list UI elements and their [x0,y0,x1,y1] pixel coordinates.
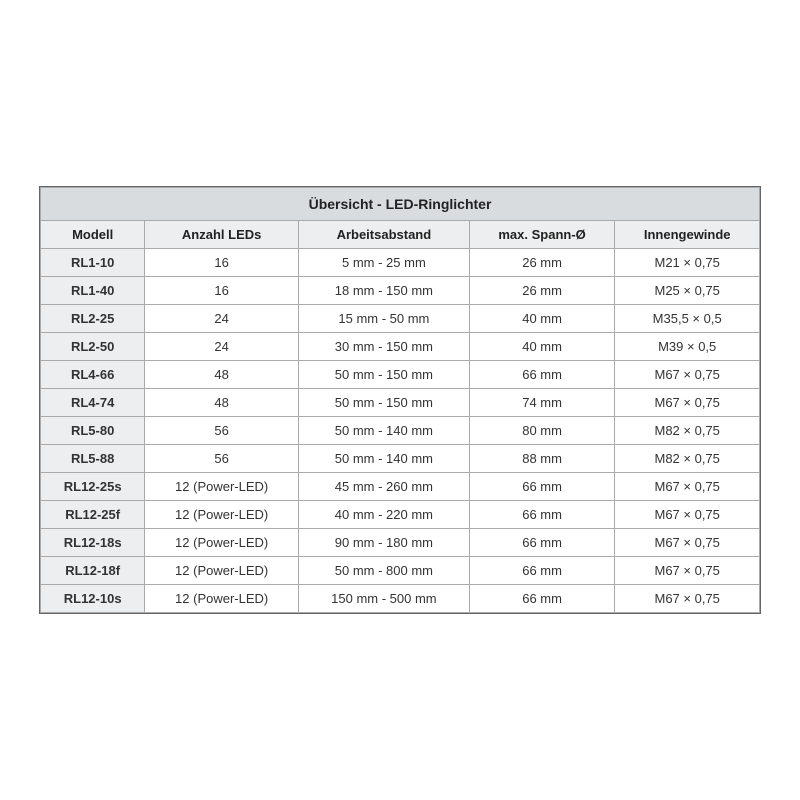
cell-thread: M35,5 × 0,5 [615,305,760,333]
cell-distance: 50 mm - 150 mm [298,389,469,417]
table-row: RL1-40 16 18 mm - 150 mm 26 mm M25 × 0,7… [41,277,760,305]
table-row: RL2-50 24 30 mm - 150 mm 40 mm M39 × 0,5 [41,333,760,361]
table-row: RL12-10s 12 (Power-LED) 150 mm - 500 mm … [41,585,760,613]
cell-distance: 90 mm - 180 mm [298,529,469,557]
cell-leds: 12 (Power-LED) [145,585,299,613]
cell-distance: 50 mm - 140 mm [298,445,469,473]
cell-thread: M67 × 0,75 [615,529,760,557]
cell-thread: M67 × 0,75 [615,585,760,613]
cell-leds: 16 [145,249,299,277]
cell-leds: 48 [145,361,299,389]
table-row: RL4-74 48 50 mm - 150 mm 74 mm M67 × 0,7… [41,389,760,417]
led-ringlights-table: Übersicht - LED-Ringlichter Modell Anzah… [39,186,761,614]
cell-diameter: 88 mm [469,445,615,473]
cell-thread: M25 × 0,75 [615,277,760,305]
cell-leds: 12 (Power-LED) [145,529,299,557]
col-anzahl-leds: Anzahl LEDs [145,221,299,249]
cell-diameter: 40 mm [469,305,615,333]
cell-diameter: 66 mm [469,529,615,557]
cell-distance: 15 mm - 50 mm [298,305,469,333]
cell-model: RL12-10s [41,585,145,613]
cell-model: RL1-40 [41,277,145,305]
cell-model: RL12-25s [41,473,145,501]
cell-diameter: 80 mm [469,417,615,445]
cell-model: RL4-66 [41,361,145,389]
cell-distance: 40 mm - 220 mm [298,501,469,529]
cell-diameter: 66 mm [469,361,615,389]
cell-thread: M67 × 0,75 [615,389,760,417]
cell-model: RL12-25f [41,501,145,529]
cell-model: RL12-18s [41,529,145,557]
cell-leds: 12 (Power-LED) [145,501,299,529]
cell-thread: M21 × 0,75 [615,249,760,277]
cell-leds: 12 (Power-LED) [145,473,299,501]
cell-thread: M67 × 0,75 [615,473,760,501]
table-row: RL1-10 16 5 mm - 25 mm 26 mm M21 × 0,75 [41,249,760,277]
cell-thread: M39 × 0,5 [615,333,760,361]
data-table: Übersicht - LED-Ringlichter Modell Anzah… [40,187,760,613]
table-header-row: Modell Anzahl LEDs Arbeitsabstand max. S… [41,221,760,249]
cell-model: RL2-25 [41,305,145,333]
cell-distance: 50 mm - 140 mm [298,417,469,445]
table-row: RL5-80 56 50 mm - 140 mm 80 mm M82 × 0,7… [41,417,760,445]
cell-diameter: 40 mm [469,333,615,361]
cell-leds: 12 (Power-LED) [145,557,299,585]
cell-distance: 45 mm - 260 mm [298,473,469,501]
table-row: RL2-25 24 15 mm - 50 mm 40 mm M35,5 × 0,… [41,305,760,333]
cell-diameter: 26 mm [469,249,615,277]
table-row: RL12-18s 12 (Power-LED) 90 mm - 180 mm 6… [41,529,760,557]
cell-model: RL5-80 [41,417,145,445]
cell-diameter: 66 mm [469,501,615,529]
cell-thread: M67 × 0,75 [615,557,760,585]
col-max-spann: max. Spann-Ø [469,221,615,249]
cell-model: RL12-18f [41,557,145,585]
cell-distance: 18 mm - 150 mm [298,277,469,305]
cell-thread: M82 × 0,75 [615,417,760,445]
cell-distance: 50 mm - 800 mm [298,557,469,585]
cell-distance: 150 mm - 500 mm [298,585,469,613]
cell-thread: M67 × 0,75 [615,361,760,389]
cell-distance: 50 mm - 150 mm [298,361,469,389]
cell-thread: M82 × 0,75 [615,445,760,473]
cell-diameter: 66 mm [469,585,615,613]
col-modell: Modell [41,221,145,249]
cell-leds: 24 [145,305,299,333]
table-row: RL12-25f 12 (Power-LED) 40 mm - 220 mm 6… [41,501,760,529]
cell-leds: 24 [145,333,299,361]
cell-diameter: 26 mm [469,277,615,305]
col-arbeitsabstand: Arbeitsabstand [298,221,469,249]
cell-thread: M67 × 0,75 [615,501,760,529]
cell-distance: 5 mm - 25 mm [298,249,469,277]
table-row: RL5-88 56 50 mm - 140 mm 88 mm M82 × 0,7… [41,445,760,473]
cell-leds: 56 [145,445,299,473]
cell-diameter: 66 mm [469,557,615,585]
cell-model: RL1-10 [41,249,145,277]
cell-model: RL5-88 [41,445,145,473]
col-innengewinde: Innengewinde [615,221,760,249]
table-title: Übersicht - LED-Ringlichter [41,188,760,221]
cell-diameter: 74 mm [469,389,615,417]
cell-model: RL4-74 [41,389,145,417]
table-body: RL1-10 16 5 mm - 25 mm 26 mm M21 × 0,75 … [41,249,760,613]
table-row: RL12-18f 12 (Power-LED) 50 mm - 800 mm 6… [41,557,760,585]
cell-model: RL2-50 [41,333,145,361]
cell-distance: 30 mm - 150 mm [298,333,469,361]
table-row: RL4-66 48 50 mm - 150 mm 66 mm M67 × 0,7… [41,361,760,389]
table-row: RL12-25s 12 (Power-LED) 45 mm - 260 mm 6… [41,473,760,501]
cell-leds: 16 [145,277,299,305]
cell-leds: 56 [145,417,299,445]
cell-leds: 48 [145,389,299,417]
cell-diameter: 66 mm [469,473,615,501]
